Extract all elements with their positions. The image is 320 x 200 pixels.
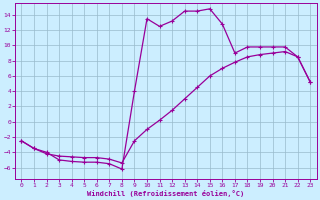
X-axis label: Windchill (Refroidissement éolien,°C): Windchill (Refroidissement éolien,°C) — [87, 190, 244, 197]
